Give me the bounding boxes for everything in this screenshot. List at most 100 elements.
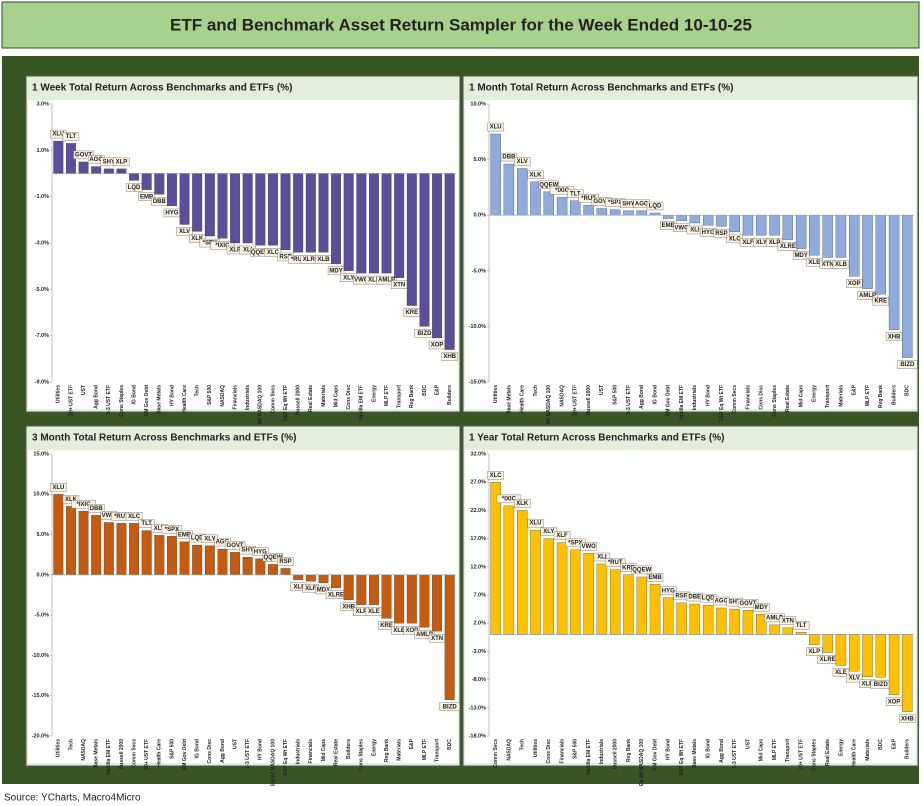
ticker-label: XLE xyxy=(368,609,380,615)
bar xyxy=(716,215,727,227)
bar xyxy=(343,173,354,271)
bar xyxy=(556,197,568,216)
ticker-box xyxy=(50,483,67,492)
ticker-label: BIZD xyxy=(900,362,915,368)
x-tick-label: Russell 2000 xyxy=(296,385,302,416)
ticker-box xyxy=(514,499,531,508)
y-tick-label: -10.0% xyxy=(32,653,50,659)
ticker-label: BIZD xyxy=(874,682,889,688)
x-tick-label: Industrials xyxy=(245,385,251,411)
plot-area xyxy=(28,450,458,763)
x-tick-label: Energy xyxy=(371,385,377,402)
ticker-label: XLY xyxy=(343,275,354,281)
ticker-label: DBB xyxy=(153,199,167,205)
ticker-label: XLY xyxy=(204,536,215,542)
bar xyxy=(902,634,913,712)
x-tick-label: Vanilla EM ETF xyxy=(359,385,365,421)
ticker-label: AGG xyxy=(715,599,729,605)
ticker-box xyxy=(514,157,531,166)
bar xyxy=(503,505,515,635)
ticker-label: XLU xyxy=(529,521,541,527)
x-tick-label: Utilities xyxy=(533,739,539,757)
ticker-box xyxy=(753,602,770,612)
x-tick-label: IG Bond xyxy=(705,739,711,758)
ticker-label: XLV xyxy=(154,526,165,532)
page-title: ETF and Benchmark Asset Return Sampler f… xyxy=(170,15,752,34)
ticker-label: XLI xyxy=(243,248,253,254)
x-tick-label: Agg Bond xyxy=(639,385,645,409)
bar xyxy=(822,215,833,258)
x-tick-label: E&P xyxy=(409,738,415,749)
ticker-label: XHB xyxy=(342,604,355,610)
x-tick-label: MLP ETF xyxy=(384,385,390,406)
ticker-label: MDY xyxy=(317,587,330,593)
x-tick-label: 1-3 UST ETF xyxy=(106,385,112,414)
ticker-label: *IXIC xyxy=(502,496,517,502)
x-tick-label: IG Bond xyxy=(652,385,658,404)
y-tick-label: -3.0% xyxy=(35,240,49,246)
ticker-label: XHB xyxy=(443,354,456,360)
y-tick-label: -10.0% xyxy=(469,324,487,330)
x-tick-label: Industrials xyxy=(599,739,605,765)
ticker-label: XLP xyxy=(116,159,128,165)
ticker-label: LQD xyxy=(649,204,662,210)
y-tick-label: -3.0% xyxy=(472,649,486,655)
x-tick-label: Reg Bank xyxy=(878,385,884,408)
ticker-label: HYG xyxy=(254,549,267,555)
bar xyxy=(305,574,316,582)
ticker-box xyxy=(138,192,155,201)
ticker-label: XLP xyxy=(809,649,821,655)
x-tick-label: Cons Disc xyxy=(207,739,213,764)
ticker-box xyxy=(832,260,850,269)
y-tick-label: -1.0% xyxy=(35,194,49,200)
ticker-label: MDY xyxy=(755,605,768,611)
ticker-label: RSP xyxy=(279,255,291,261)
ticker-label: TLT xyxy=(796,623,807,629)
x-tick-label: Utilities xyxy=(493,385,499,403)
bar xyxy=(53,140,64,174)
ticker-box xyxy=(125,512,143,521)
x-tick-label: S&P Eq Wt ETF xyxy=(283,385,289,422)
ticker-box xyxy=(806,647,823,656)
bar xyxy=(65,506,76,576)
y-tick-label: 12.0% xyxy=(470,564,486,570)
x-tick-label: S&P 500 xyxy=(573,739,579,759)
ticker-box xyxy=(441,352,458,361)
ticker-label: AGG xyxy=(216,540,230,546)
ticker-label: *RUT xyxy=(608,560,623,566)
x-tick-label: S&P Eq Wt ETF xyxy=(679,739,685,776)
x-tick-label: Cons Staples xyxy=(772,385,778,417)
x-tick-label: Tech xyxy=(195,385,201,396)
bar xyxy=(230,552,241,576)
y-tick-label: 3.0% xyxy=(36,101,49,107)
x-tick-label: Eq Wt NASDAQ 100 xyxy=(270,739,276,786)
bar xyxy=(53,494,64,576)
ticker-label: XLI xyxy=(597,555,607,561)
ticker-label: XLC xyxy=(729,236,742,242)
x-tick-label: UST xyxy=(599,385,605,395)
bar xyxy=(769,215,780,236)
x-tick-label: S&P Eq Wt ETF xyxy=(719,385,725,422)
y-tick-label: 15.0% xyxy=(33,451,49,457)
ticker-label: XLF xyxy=(556,533,568,539)
bar xyxy=(795,632,807,635)
bar xyxy=(166,173,177,207)
ticker-label: XLB xyxy=(393,628,406,634)
ticker-box xyxy=(527,518,544,528)
x-tick-label: E&P xyxy=(891,738,897,749)
bar xyxy=(242,173,253,244)
y-tick-label: 27.0% xyxy=(470,480,486,486)
x-tick-label: EM Gov Debt xyxy=(652,739,658,770)
ticker-box xyxy=(87,504,105,513)
ticker-label: VWO xyxy=(354,278,369,284)
ticker-box xyxy=(277,557,294,566)
y-tick-label: 7.0% xyxy=(473,592,486,598)
bar xyxy=(649,212,661,216)
bar xyxy=(822,634,833,653)
bar xyxy=(888,215,900,330)
ticker-label: AMLP xyxy=(378,278,395,284)
x-tick-label: UST xyxy=(745,739,751,749)
x-tick-label: Real Estate xyxy=(825,739,831,766)
x-tick-label: Comm Svcs xyxy=(732,385,738,414)
x-tick-label: Agg Bond xyxy=(220,739,226,763)
